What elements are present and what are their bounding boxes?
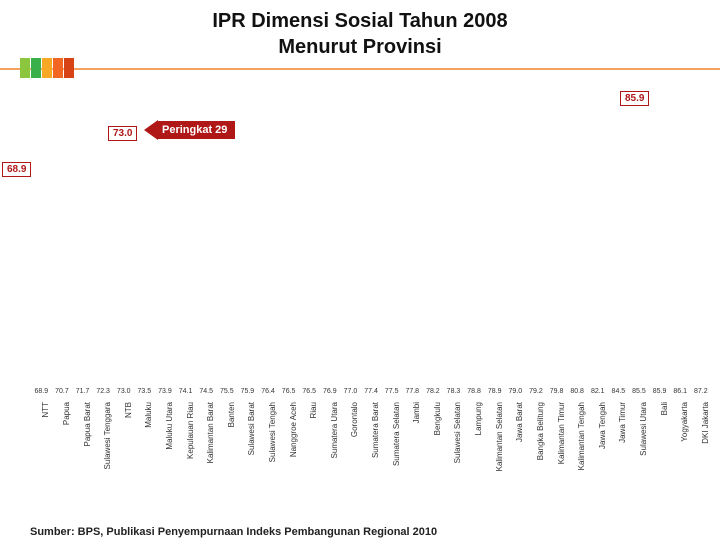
- title-line-1: IPR Dimensi Sosial Tahun 2008: [0, 8, 720, 34]
- x-label: Jawa Timur: [609, 398, 628, 488]
- x-label: Sulawesi Tenggara: [94, 398, 113, 488]
- x-label: Kepulauan Riau: [176, 398, 195, 488]
- divider-line: [0, 68, 720, 70]
- bar-value: 73.9: [158, 388, 172, 395]
- x-label: Sumatera Selatan: [382, 398, 401, 488]
- bar-value: 78.2: [426, 388, 440, 395]
- bar-value: 87.2: [694, 388, 708, 395]
- x-label: Nanggroe Aceh: [279, 398, 298, 488]
- bar-value: 85.5: [632, 388, 646, 395]
- arrow-head-icon: [144, 120, 158, 140]
- x-label: Kalimantan Timur: [547, 398, 566, 488]
- bar-value: 73.0: [117, 388, 131, 395]
- x-label: Sulawesi Barat: [238, 398, 257, 488]
- bar-value: 71.7: [76, 388, 90, 395]
- bar-value: 79.8: [550, 388, 564, 395]
- x-label: Sulawesi Tengah: [259, 398, 278, 488]
- bar-value: 74.1: [179, 388, 193, 395]
- bar-value: 78.8: [467, 388, 481, 395]
- bar-value: 80.8: [570, 388, 584, 395]
- rank-arrow: Peringkat 29: [144, 120, 235, 140]
- x-label: Kalimantan Barat: [197, 398, 216, 488]
- x-label: Sulawesi Selatan: [444, 398, 463, 488]
- bar-value: 82.1: [591, 388, 605, 395]
- bar-value: 73.5: [138, 388, 152, 395]
- bar-value: 76.5: [282, 388, 296, 395]
- bar-value: 76.5: [302, 388, 316, 395]
- x-label: Bengkulu: [424, 398, 443, 488]
- bar-value: 78.9: [488, 388, 502, 395]
- x-label: Jawa Barat: [506, 398, 525, 488]
- x-label: NTT: [32, 398, 51, 488]
- bar-value: 77.4: [364, 388, 378, 395]
- x-label: Yogyakarta: [671, 398, 690, 488]
- callout-min: 68.9: [2, 162, 31, 177]
- plot-area: 68.9 70.7 71.7 72.3 73.0 73.5 73.9 74.1 74.5 75.5…: [32, 118, 710, 398]
- bars-container: 68.9 70.7 71.7 72.3 73.0 73.5 73.9 74.1 74.5 75.5…: [32, 118, 710, 398]
- bar-value: 74.5: [199, 388, 213, 395]
- source-text: Sumber: BPS, Publikasi Penyempurnaan Ind…: [30, 526, 437, 538]
- x-label: DKI Jakarta: [692, 398, 711, 488]
- x-label: Maluku Utara: [156, 398, 175, 488]
- x-label: Sulawesi Utara: [630, 398, 649, 488]
- bar-value: 76.9: [323, 388, 337, 395]
- bar-value: 75.9: [241, 388, 255, 395]
- x-label: Papua Barat: [73, 398, 92, 488]
- decorative-divider: [0, 68, 720, 70]
- x-label: Sumatera Barat: [362, 398, 381, 488]
- x-label: Gorontalo: [341, 398, 360, 488]
- x-label: Lampung: [465, 398, 484, 488]
- callout-highlight: 73.0: [108, 126, 137, 141]
- x-label: Kalimantan Selatan: [485, 398, 504, 488]
- x-label: Sumatera Utara: [321, 398, 340, 488]
- bar-value: 84.5: [612, 388, 626, 395]
- bar-value: 77.8: [405, 388, 419, 395]
- divider-blocks: [20, 58, 74, 78]
- x-labels: NTTPapuaPapua BaratSulawesi TenggaraNTBM…: [32, 398, 710, 488]
- bar-value: 72.3: [96, 388, 110, 395]
- bar-chart: 68.9 70.7 71.7 72.3 73.0 73.5 73.9 74.1 74.5 75.5…: [32, 88, 710, 488]
- bar-value: 86.1: [673, 388, 687, 395]
- x-label: Jawa Tengah: [588, 398, 607, 488]
- x-label: Banten: [217, 398, 236, 488]
- bar-value: 85.9: [653, 388, 667, 395]
- bar-value: 68.9: [34, 388, 48, 395]
- title-line-2: Menurut Provinsi: [0, 34, 720, 60]
- bar-value: 75.5: [220, 388, 234, 395]
- bar-value: 79.2: [529, 388, 543, 395]
- x-label: Maluku: [135, 398, 154, 488]
- x-label: NTB: [114, 398, 133, 488]
- x-label: Kalimantan Tengah: [568, 398, 587, 488]
- x-label: Bali: [650, 398, 669, 488]
- callout-high: 85.9: [620, 91, 649, 106]
- x-label: Bangka Belitung: [527, 398, 546, 488]
- x-label: Papua: [53, 398, 72, 488]
- bar-value: 76.4: [261, 388, 275, 395]
- bar-value: 78.3: [447, 388, 461, 395]
- arrow-label: Peringkat 29: [158, 121, 235, 139]
- x-label: Jambi: [403, 398, 422, 488]
- x-label: Riau: [300, 398, 319, 488]
- bar-value: 77.0: [344, 388, 358, 395]
- bar-value: 70.7: [55, 388, 69, 395]
- bar-value: 77.5: [385, 388, 399, 395]
- bar-value: 79.0: [509, 388, 523, 395]
